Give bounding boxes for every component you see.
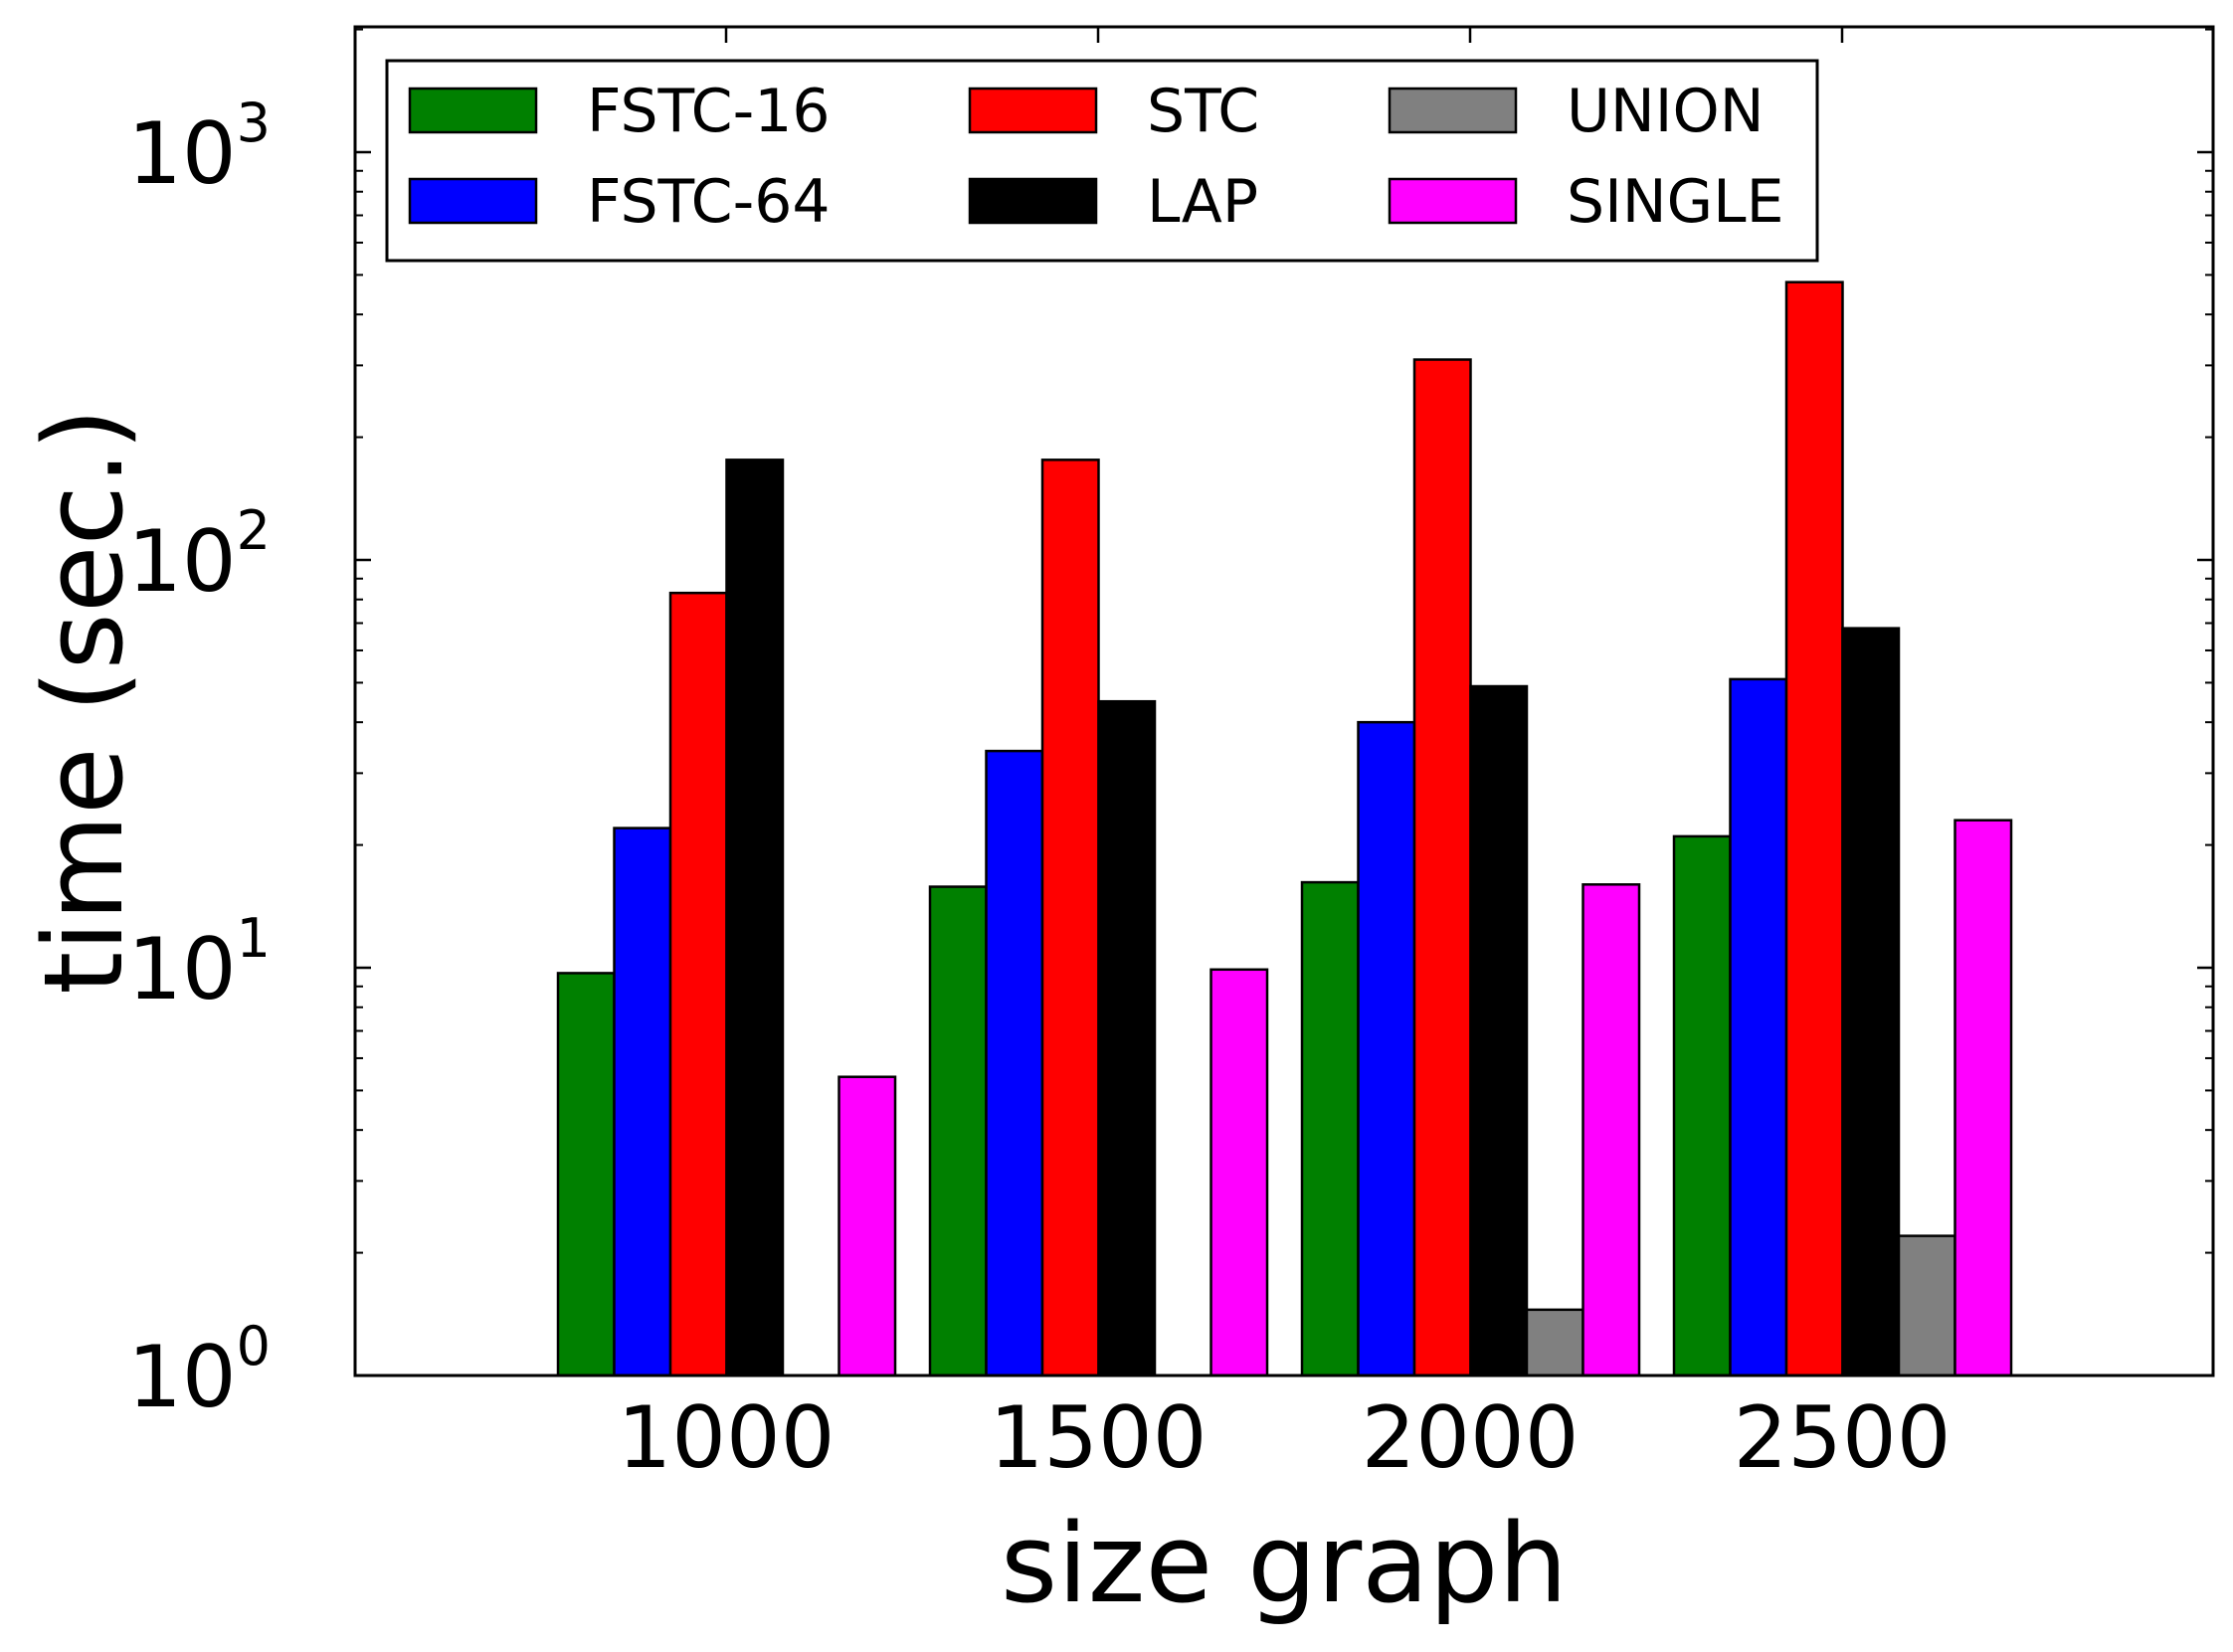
- bar-fstc-16-1500: [928, 885, 988, 1377]
- bar-stc-1000: [668, 591, 728, 1377]
- legend-swatch-lap: [968, 177, 1098, 225]
- x-tick-label: 2000: [1362, 1388, 1580, 1488]
- bar-union-2500: [1897, 1234, 1956, 1377]
- legend-frame: [385, 59, 1819, 263]
- legend-label-fstc-64: FSTC-64: [587, 167, 831, 237]
- legend-label-fstc-16: FSTC-16: [587, 77, 831, 146]
- legend: FSTC-16 FSTC-64 STC LAP UNION SINGLE: [385, 59, 1819, 263]
- legend-swatch-union: [1388, 87, 1518, 134]
- bars: [556, 280, 2013, 1377]
- y-tick-label: 100: [127, 1315, 271, 1427]
- y-axis-title: time (sec.): [20, 408, 147, 995]
- bar-single-2000: [1582, 883, 1641, 1377]
- bar-fstc-16-2000: [1300, 880, 1360, 1377]
- bar-fstc-64-1500: [985, 749, 1044, 1377]
- y-tick-label: 103: [127, 92, 271, 204]
- bar-lap-2500: [1841, 627, 1901, 1377]
- x-tick-label: 1500: [990, 1388, 1208, 1488]
- y-tick-label: 102: [127, 499, 271, 612]
- bar-stc-2500: [1784, 280, 1844, 1377]
- bar-stc-2000: [1412, 358, 1472, 1377]
- bar-stc-1500: [1040, 459, 1100, 1377]
- legend-label-single: SINGLE: [1567, 167, 1784, 237]
- bar-union-2000: [1525, 1308, 1584, 1377]
- bar-single-2500: [1954, 819, 2013, 1377]
- legend-label-lap: LAP: [1147, 167, 1258, 237]
- bar-fstc-16-1000: [556, 972, 616, 1377]
- x-tick-label: 1000: [618, 1388, 836, 1488]
- bar-lap-1500: [1097, 699, 1157, 1377]
- legend-swatch-stc: [968, 87, 1098, 134]
- bar-lap-2000: [1469, 684, 1529, 1377]
- bar-fstc-64-1000: [613, 826, 672, 1377]
- bar-single-1000: [837, 1075, 897, 1377]
- y-tick-label: 101: [127, 907, 271, 1019]
- x-axis-title: size graph: [1001, 1500, 1568, 1627]
- bar-fstc-64-2500: [1729, 677, 1788, 1377]
- legend-label-union: UNION: [1567, 77, 1765, 146]
- legend-swatch-fstc-16: [408, 87, 538, 134]
- legend-swatch-single: [1388, 177, 1518, 225]
- y-tick-labels: 100 101 102 103: [127, 92, 271, 1427]
- legend-swatch-fstc-64: [408, 177, 538, 225]
- x-tick-label: 2500: [1734, 1388, 1952, 1488]
- legend-label-stc: STC: [1147, 77, 1259, 146]
- bar-lap-1000: [725, 459, 785, 1377]
- x-tick-labels: 1000 1500 2000 2500: [618, 1388, 1952, 1488]
- bar-fstc-16-2500: [1672, 834, 1732, 1377]
- bar-single-1500: [1210, 968, 1269, 1377]
- plot-frame: [353, 25, 2215, 1377]
- bar-fstc-64-2000: [1357, 720, 1416, 1377]
